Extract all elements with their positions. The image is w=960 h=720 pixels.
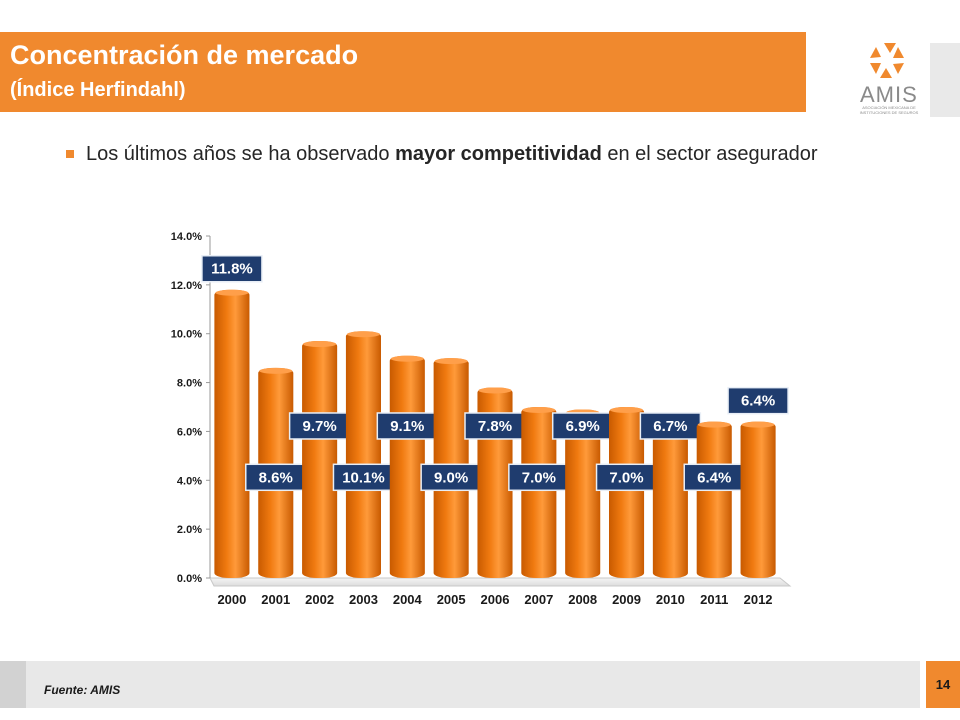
x-tick-label: 2011 — [700, 592, 728, 607]
data-label: 7.8% — [478, 418, 512, 435]
bar-top — [215, 289, 249, 296]
data-label-box — [508, 463, 570, 492]
y-tick-label: 2.0% — [177, 524, 202, 536]
bar-top — [522, 407, 556, 413]
bar — [389, 355, 425, 578]
bar-top — [697, 421, 731, 428]
bullet-text-start: Los últimos años se ha observado — [86, 143, 396, 165]
data-label-box — [727, 386, 789, 415]
bar-top — [434, 358, 468, 365]
source-note: Fuente: AMIS — [44, 683, 121, 697]
bar-top — [259, 367, 293, 374]
data-label: 6.9% — [566, 418, 600, 435]
bullet-text-bold: mayor competitividad — [395, 143, 602, 165]
bar-top — [478, 387, 512, 394]
x-tick-label: 2010 — [656, 592, 685, 607]
bar — [521, 407, 557, 578]
y-tick-label: 4.0% — [177, 475, 202, 487]
data-label-box — [639, 412, 702, 440]
data-label: 9.7% — [303, 418, 337, 435]
bar-top — [390, 355, 424, 362]
logo-tagline: ASOCIACIÓN MEXICANA DE INSTITUCIONES DE … — [859, 105, 919, 115]
x-tick-label: 2004 — [393, 592, 423, 607]
data-label: 6.7% — [653, 418, 687, 435]
page-subtitle: (Índice Herfindahl) — [10, 79, 186, 101]
x-tick-label: 2002 — [305, 592, 334, 607]
x-tick-label: 2006 — [481, 592, 510, 607]
y-tick-label: 12.0% — [171, 280, 202, 292]
y-tick-label: 10.0% — [171, 329, 202, 341]
x-tick-label: 2009 — [612, 592, 641, 607]
amis-logo-icon — [870, 43, 904, 78]
x-tick-label: 2003 — [349, 592, 378, 607]
data-label-box — [683, 463, 745, 492]
data-label: 9.0% — [434, 469, 468, 486]
y-tick-label: 14.0% — [171, 231, 202, 243]
bar-top — [741, 421, 775, 428]
data-label-box — [551, 412, 614, 440]
y-tick-label: 8.0% — [177, 378, 202, 390]
footer-side-block — [0, 661, 26, 708]
bar-chart: 0.0% 2.0% 4.0% 6.0% 8.0% 10.0% 12.0% 14.0% 2000 1… — [171, 231, 792, 607]
data-label: 9.1% — [390, 418, 424, 435]
bar — [345, 331, 381, 578]
x-tick-label: 2001 — [261, 592, 290, 607]
data-label-box — [288, 412, 351, 440]
data-label-box — [464, 412, 526, 440]
amis-logo: AMIS ASOCIACIÓN MEXICANA DE INSTITUCIONE… — [846, 40, 928, 120]
data-label: 6.4% — [741, 393, 775, 410]
bar — [214, 289, 250, 578]
data-label: 7.0% — [609, 469, 643, 486]
page-title: Concentración de mercado — [10, 40, 359, 70]
bar — [302, 341, 338, 578]
square-bullet-icon — [66, 150, 74, 158]
data-label-box — [201, 254, 263, 283]
bullet-point: Los últimos años se ha observado mayor c… — [66, 142, 896, 166]
data-label: 6.4% — [697, 469, 731, 486]
x-tick-label: 2005 — [437, 592, 466, 607]
data-label: 8.6% — [259, 469, 293, 486]
bar — [652, 414, 688, 578]
bullet-text: Los últimos años se ha observado mayor c… — [86, 142, 896, 166]
header-side-stripe — [930, 43, 960, 117]
bullet-text-end: en el sector asegurador — [601, 143, 818, 165]
data-label-box — [376, 412, 439, 440]
bar-top — [610, 407, 644, 413]
data-label: 10.1% — [342, 469, 385, 486]
bar-top — [303, 341, 337, 348]
bar-top — [346, 331, 380, 338]
logo-name: AMIS — [860, 82, 918, 107]
data-label-box — [595, 463, 658, 492]
bar — [696, 421, 732, 578]
page-number: 14 — [926, 661, 960, 708]
footer-bar — [0, 661, 920, 708]
chart-floor — [209, 577, 792, 587]
x-tick-label: 2012 — [744, 592, 773, 607]
x-tick-label: 2000 — [217, 592, 246, 607]
y-tick-label: 0.0% — [177, 573, 202, 585]
bar — [740, 421, 776, 578]
data-label: 11.8% — [211, 261, 253, 278]
title-bar: Concentración de mercado (Índice Herfind… — [0, 32, 806, 112]
data-label-box — [420, 463, 482, 492]
y-tick-label: 6.0% — [177, 426, 202, 438]
x-tick-label: 2007 — [524, 592, 553, 607]
x-tick-label: 2008 — [568, 592, 597, 607]
data-label: 7.0% — [522, 469, 556, 486]
bar — [565, 409, 601, 578]
bar — [609, 407, 645, 578]
